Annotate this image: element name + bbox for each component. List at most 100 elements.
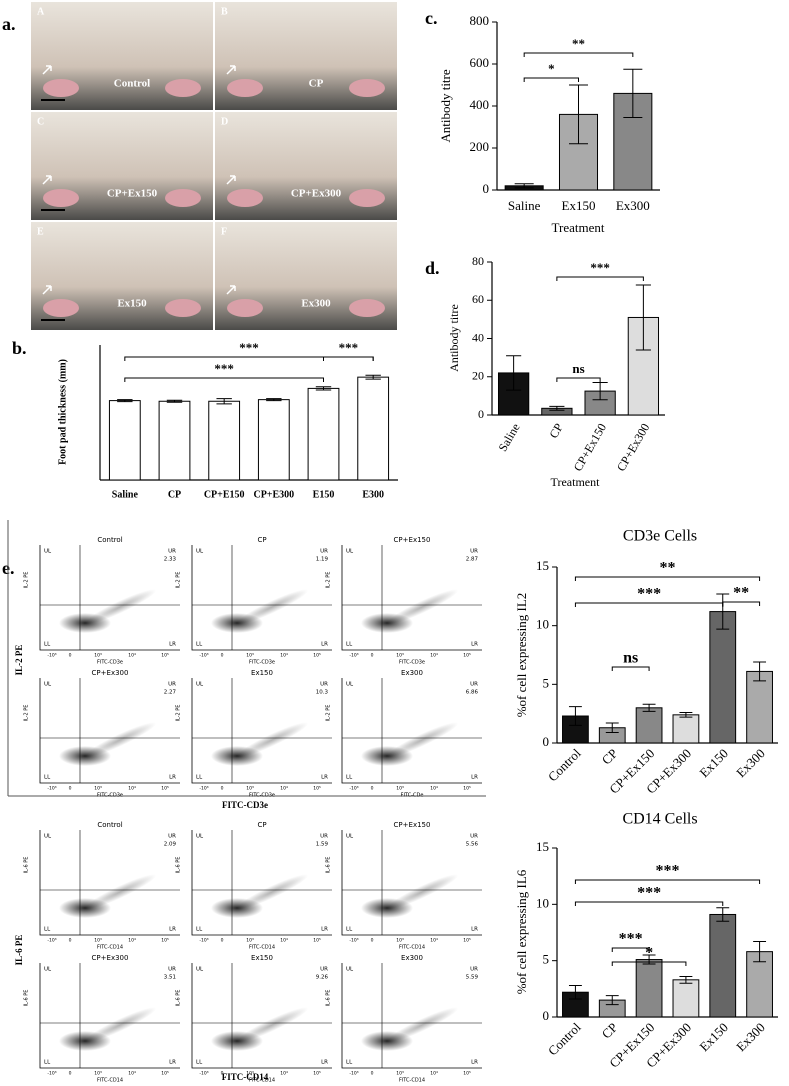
significance-label: ** xyxy=(572,36,585,51)
panel-label: a. xyxy=(2,14,16,34)
significance-bracket xyxy=(556,276,644,281)
error-bar xyxy=(623,68,643,119)
flow-tick-label: 10³ xyxy=(246,786,254,792)
significance-bracket xyxy=(124,377,324,382)
flow-tick-label: 0 xyxy=(221,786,224,792)
flow-tick-label: 0 xyxy=(371,653,374,659)
paw xyxy=(227,79,263,97)
flow-tick-label: -10³ xyxy=(199,938,208,944)
significance-bracket xyxy=(323,356,374,361)
significance-label: *** xyxy=(619,931,643,948)
flow-axis-label: IL-2 PE xyxy=(176,572,182,589)
flow-tick-label: -10³ xyxy=(349,1071,358,1077)
significance-label: *** xyxy=(214,361,234,376)
flow-tick-label: 0 xyxy=(221,938,224,944)
flow-tick-label: 10³ xyxy=(396,1071,404,1077)
flow-title: Ex150 xyxy=(251,669,273,677)
paw xyxy=(165,189,201,207)
flow-axis-label: IL-6 PE xyxy=(24,990,30,1007)
event-cloud xyxy=(235,1007,309,1043)
quadrant-value: 5.56 xyxy=(466,842,479,848)
flow-tick-label: 0 xyxy=(371,1071,374,1077)
flow-axis-label: IL-6 PE xyxy=(24,857,30,874)
x-tick-label: CP+E150 xyxy=(204,489,245,500)
error-bar xyxy=(753,941,767,963)
flow-axis-label: FITC-CD14 xyxy=(399,1078,425,1084)
photo-letter: A xyxy=(37,6,45,17)
quadrant-label: UR xyxy=(168,834,176,840)
quadrant-label: UR xyxy=(320,549,328,555)
quadrant-label: UL xyxy=(196,682,204,688)
quadrant-label: UL xyxy=(346,682,354,688)
y-tick-label: 5 xyxy=(543,952,550,967)
x-tick-label: E300 xyxy=(362,489,384,500)
y-axis-label: %of cell expressing IL6 xyxy=(514,869,529,994)
event-cloud xyxy=(385,589,459,625)
x-tick-label: Ex150 xyxy=(696,1020,731,1055)
flow-tick-label: 10⁵ xyxy=(313,786,321,792)
flow-tick-label: 10⁴ xyxy=(430,653,438,659)
flow-axis-label: FITC-CD3e xyxy=(399,660,425,666)
quadrant-value: 2.09 xyxy=(164,842,177,848)
error-bar xyxy=(753,661,767,682)
flow-tick-label: 10⁴ xyxy=(430,1071,438,1077)
quadrant-label: LL xyxy=(346,642,353,648)
flow-tick-label: 10⁵ xyxy=(313,938,321,944)
flow-axes xyxy=(39,545,180,651)
paw xyxy=(43,299,79,317)
quadrant-label: LR xyxy=(471,775,478,781)
quadrant-value: 2.33 xyxy=(164,557,177,563)
flow-tick-label: -10³ xyxy=(47,653,56,659)
significance-bracket xyxy=(611,666,650,671)
flow-axis-label: IL-2 PE xyxy=(326,705,332,722)
flow-tick-label: 10³ xyxy=(246,938,254,944)
flow-tick-label: 10³ xyxy=(246,1071,254,1077)
bar xyxy=(635,959,663,1018)
x-tick-label: Ex300 xyxy=(616,198,650,213)
y-tick-label: 200 xyxy=(470,139,490,154)
flow-tick-label: 10⁵ xyxy=(463,653,471,659)
flow-axis-label: FITC-CD14 xyxy=(249,1078,275,1084)
paw xyxy=(227,299,263,317)
x-tick-label: Saline xyxy=(495,421,522,454)
quadrant-label: LR xyxy=(471,1060,478,1066)
quadrant-label: LL xyxy=(346,1060,353,1066)
flow-tick-label: 10³ xyxy=(94,786,102,792)
x-axis-label: Treatment xyxy=(552,220,605,235)
event-cloud xyxy=(83,722,157,758)
x-tick-label: Saline xyxy=(508,198,541,213)
flow-tick-label: 0 xyxy=(69,786,72,792)
flow-tick-label: 10³ xyxy=(94,1071,102,1077)
error-bar xyxy=(216,398,232,405)
flow-tick-label: -10³ xyxy=(47,786,56,792)
y-tick-label: 800 xyxy=(470,13,490,28)
quadrant-value: 10.3 xyxy=(316,690,329,696)
flow-axes xyxy=(39,678,180,784)
quadrant-label: LR xyxy=(321,642,328,648)
significance-label: *** xyxy=(637,586,661,603)
quadrant-label: LR xyxy=(471,642,478,648)
flow-axes xyxy=(191,830,332,936)
flow-title: CP+Ex300 xyxy=(92,669,129,677)
x-tick-label: Ex300 xyxy=(733,1020,768,1055)
significance-bracket xyxy=(611,947,650,952)
flow-axes xyxy=(191,678,332,784)
quadrant-label: UR xyxy=(470,549,478,555)
flow-tick-label: 10⁴ xyxy=(280,1071,288,1077)
panel-label: c. xyxy=(425,8,438,28)
significance-bracket xyxy=(124,356,374,361)
significance-bracket xyxy=(611,961,687,966)
quadrant-label: LL xyxy=(196,642,203,648)
flow-axis-label: FITC-CD14 xyxy=(399,945,425,951)
x-tick-label: CP+Ex150 xyxy=(571,421,610,474)
y-tick-label: 10 xyxy=(536,617,549,632)
flow-axes xyxy=(39,963,180,1069)
flow-axis-label: IL-6 PE xyxy=(326,857,332,874)
flow-axes xyxy=(341,678,482,784)
significance-bracket xyxy=(523,77,579,82)
quadrant-label: UL xyxy=(44,682,52,688)
y-tick-label: 0 xyxy=(543,1008,550,1023)
quadrant-label: LL xyxy=(196,775,203,781)
flow-tick-label: 10⁴ xyxy=(430,786,438,792)
panel-label: d. xyxy=(425,258,440,278)
